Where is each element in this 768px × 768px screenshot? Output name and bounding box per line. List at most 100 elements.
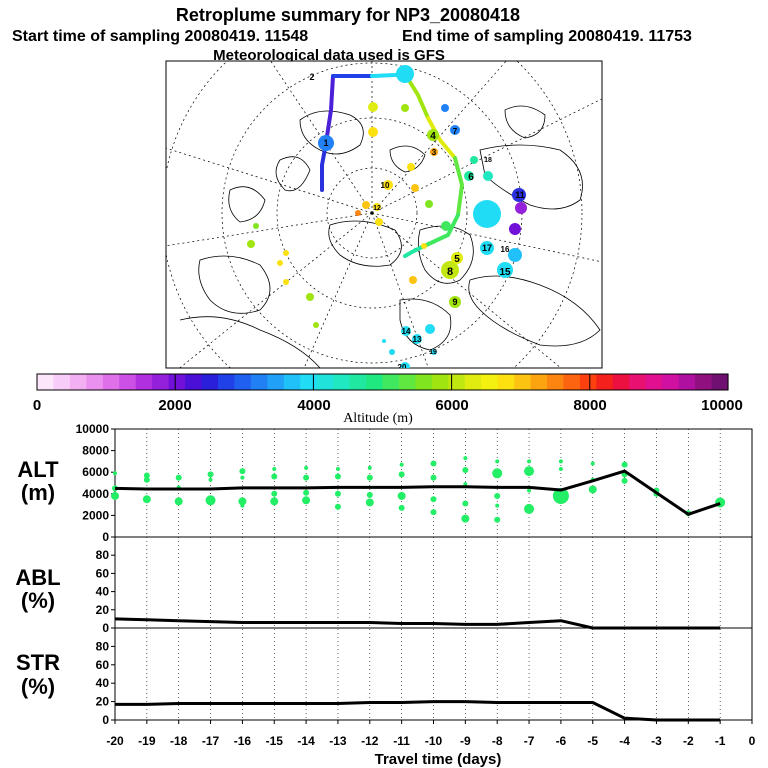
coastlines <box>179 105 601 368</box>
colorbar-cell <box>102 374 120 390</box>
map-label: 14 <box>402 327 411 336</box>
x-tick-label: -10 <box>425 734 443 748</box>
colorbar-cell <box>547 374 565 390</box>
altitude-scatter-point <box>207 471 214 478</box>
map-point <box>306 293 314 301</box>
map-point <box>382 339 386 343</box>
polar-map: 2 20 19 18 17 16 15 14 13 12 11 10 9 8 7… <box>165 60 603 369</box>
colorbar-tick-label: 8000 <box>573 397 606 414</box>
map-point <box>368 102 378 112</box>
map-point <box>383 180 393 190</box>
x-tick-label: -15 <box>266 734 284 748</box>
map-label: 16 <box>501 245 510 254</box>
map-point <box>515 202 527 214</box>
altitude-scatter-point <box>239 468 246 475</box>
colorbar-cell <box>185 374 203 390</box>
map-label: 13 <box>413 335 422 344</box>
altitude-scatter-point <box>205 495 216 506</box>
altitude-scatter-point <box>558 466 563 471</box>
map-point <box>441 221 451 231</box>
altitude-scatter-point <box>621 461 628 468</box>
altitude-scatter-point <box>524 503 535 514</box>
altitude-scatter-point <box>524 466 535 477</box>
colorbar-cells <box>37 374 729 390</box>
altitude-scatter-point <box>399 462 404 467</box>
colorbar-cell <box>283 374 301 390</box>
map-label: 2 <box>309 72 314 82</box>
altitude-scatter-point <box>271 473 278 480</box>
altitude-scatter-point <box>304 465 309 470</box>
vertical-day-gridlines <box>146 429 721 720</box>
map-point <box>247 240 255 248</box>
str-axis-unit: (%) <box>21 674 55 699</box>
colorbar-cell <box>267 374 285 390</box>
altitude-scatter-point <box>272 466 277 471</box>
map-point <box>427 129 439 141</box>
colorbar-cell <box>398 374 417 390</box>
map-label: 18 <box>484 157 492 164</box>
altitude-scatter-point <box>430 496 437 503</box>
x-tick-label: -17 <box>202 734 220 748</box>
altitude-scatter-point <box>270 497 279 506</box>
colorbar-cell <box>563 374 581 390</box>
altitude-scatter-point <box>366 474 373 481</box>
map-frame <box>165 60 603 369</box>
altitude-scatter-point <box>621 477 628 484</box>
x-tick-label: -16 <box>234 734 252 748</box>
colorbar-cell <box>366 374 384 390</box>
map-point <box>375 218 383 226</box>
colorbar-cell <box>629 374 647 390</box>
colorbar-tick-marks <box>174 374 591 390</box>
altitude-scatter-point <box>174 497 183 506</box>
x-tick-label: -7 <box>524 734 535 748</box>
colorbar-tick-label: 2000 <box>158 397 191 414</box>
altitude-scatter-point <box>495 503 500 508</box>
colorbar-cell <box>711 374 729 390</box>
map-point <box>473 200 501 228</box>
colorbar-cell <box>316 374 334 390</box>
colorbar-cell <box>300 374 318 390</box>
str-series-line <box>115 700 721 722</box>
str-axis-label: STR <box>16 650 60 675</box>
colorbar: 0 2000 4000 6000 8000 10000 Altitude (m) <box>33 373 743 426</box>
map-markers <box>247 65 527 368</box>
altitude-scatter-point <box>462 467 469 474</box>
y-tick-label: 20 <box>96 603 110 617</box>
altitude-scatter-point <box>143 476 150 483</box>
altitude-scatter-point <box>588 485 597 494</box>
map-point <box>430 148 438 156</box>
figure-title: Retroplume summary for NP3_20080418 <box>176 5 520 25</box>
map-label: 17 <box>482 243 492 253</box>
str-panel: 0 20 40 60 80 <box>96 639 721 727</box>
alt-series-line <box>114 469 721 516</box>
map-point <box>509 223 521 235</box>
y-tick-label: 4000 <box>82 487 109 501</box>
colorbar-cell <box>415 374 433 390</box>
map-point <box>283 279 289 285</box>
map-point <box>411 184 419 192</box>
map-point <box>401 326 411 336</box>
x-tick-label: -11 <box>393 734 410 748</box>
colorbar-cell <box>497 374 515 390</box>
x-tick-label: -4 <box>619 734 630 748</box>
map-point <box>480 241 494 255</box>
x-tick-label: -6 <box>556 734 567 748</box>
colorbar-cell <box>69 374 87 390</box>
colorbar-cell <box>514 374 532 390</box>
colorbar-cell <box>86 374 104 390</box>
altitude-scatter-point <box>527 459 532 464</box>
map-label: 6 <box>468 172 474 183</box>
y-tick-label: 60 <box>96 566 110 580</box>
colorbar-frame <box>36 373 729 391</box>
colorbar-cell <box>234 374 252 390</box>
y-tick-label: 0 <box>102 621 109 635</box>
colorbar-tick-label: 6000 <box>435 397 468 414</box>
x-tick-label: -1 <box>715 734 726 748</box>
x-tick-label: -9 <box>460 734 471 748</box>
altitude-scatter-point <box>492 468 503 479</box>
altitude-scatter-point <box>334 473 341 480</box>
x-tick-label: 0 <box>749 734 756 748</box>
colorbar-cell <box>448 374 466 390</box>
x-tick-label: -5 <box>587 734 598 748</box>
